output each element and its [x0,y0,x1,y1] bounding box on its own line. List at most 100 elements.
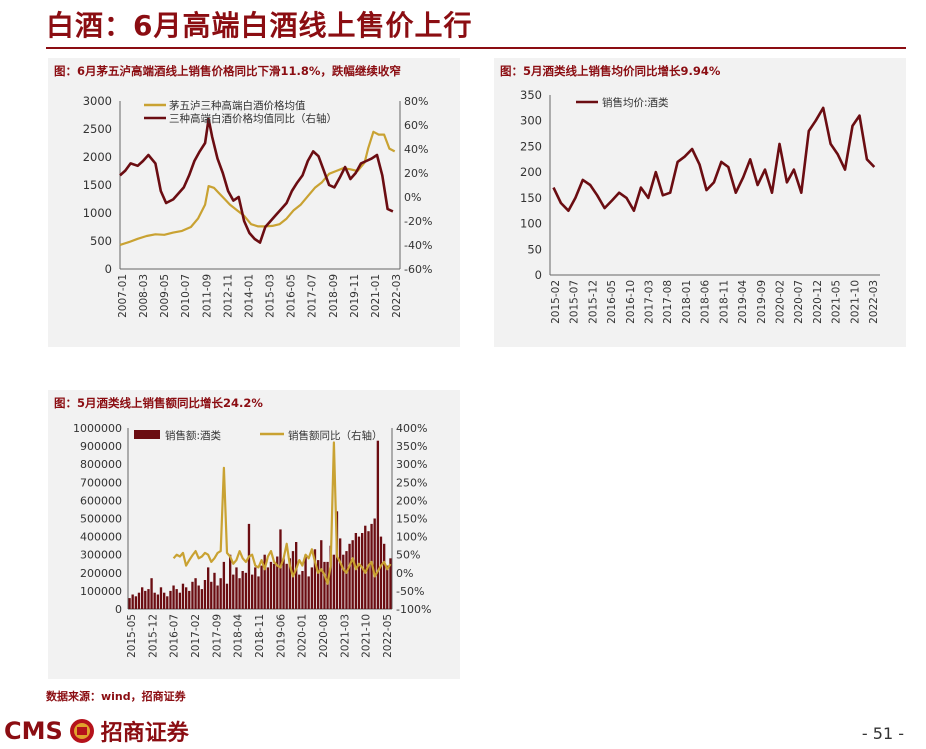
chart-3-right-tick-label: 250% [396,476,427,489]
chart-3-bar [244,572,248,609]
chart-3-bar [276,556,279,609]
chart-3-x-tick-label: 2015-05 [126,614,138,658]
chart-2-x-tick-label: 2021-10 [849,280,861,324]
chart-2-x-tick-label: 2022-03 [868,280,880,324]
chart-3-bar [339,538,342,609]
chart-3-legend-bar-label: 销售额:酒类 [165,429,222,442]
chart-3-bar [345,551,348,609]
chart-3-legend-bar-swatch [134,430,160,439]
chart-3-bar [304,554,307,609]
chart-3-bar [389,558,392,609]
chart-3-bar [216,585,219,609]
chart-2-series-line [552,106,876,212]
chart-3-bar [332,554,336,609]
chart-3-bar [225,583,229,609]
title-divider [46,47,906,49]
chart-3-bar [342,554,345,609]
chart-3-bar [367,531,370,609]
chart-1-x-tick-label: 2011-09 [201,274,213,318]
chart-3-left-tick-label: 600000 [80,494,122,507]
chart-1-x-tick-label: 2016-05 [286,274,298,318]
chart-1-x-tick-label: 2007-01 [117,274,129,318]
chart-3-bar [235,567,238,609]
chart-3-bar [147,589,150,609]
chart-3-bar [348,543,351,609]
chart-3-x-tick-label: 2019-06 [275,614,287,658]
chart-1-x-tick-label: 2018-09 [328,274,340,318]
chart-3-x-tick-label: 2018-11 [254,614,266,658]
chart-2-x-tick-label: 2020-07 [793,280,805,324]
chart-3-bar [156,594,160,609]
chart-3-x-tick-label: 2017-02 [190,614,202,658]
chart-3-bar [141,587,144,609]
chart-1-x-tick-label: 2008-03 [138,274,150,318]
chart-3-bar [210,581,213,609]
chart-1-left-tick-label: 1000 [83,206,112,220]
chart-3-bar [361,533,364,609]
chart-3-x-tick-label: 2016-07 [169,614,181,658]
chart-3-bar [335,511,339,609]
chart-3-x-tick-label: 2021-10 [361,614,373,658]
chart-3-x-tick-label: 2018-04 [233,614,245,658]
chart-3-bar [232,574,235,609]
chart-3-bar [257,576,260,609]
chart-3-bar [254,567,257,609]
chart-1-right-tick-label: 80% [404,95,428,108]
chart-3-x-tick-label: 2020-08 [318,614,330,658]
chart-3-bar [194,578,197,609]
page-number: - 51 - [861,724,904,743]
chart-3-bar [282,558,285,609]
chart-3-legend-line-label: 销售额同比（右轴） [288,429,383,442]
chart-3-bar [131,594,134,609]
chart-3-right-tick-label: 150% [396,513,427,526]
chart-panel-1 [48,58,460,347]
chart-3-bar [197,585,200,609]
page-title: 白酒：6月高端白酒线上售价上行 [46,9,473,42]
chart-1-x-tick-label: 2012-11 [222,274,234,318]
chart-3-bar [128,598,131,609]
chart-3-bar [317,560,320,609]
chart-1-x-tick-label: 2014-01 [243,274,255,318]
chart-1-legend-label: 茅五泸三种高端白酒价格均值 [169,99,306,112]
chart-2-x-tick-label: 2016-10 [625,280,637,324]
chart-3-bar [269,561,273,609]
chart-2-y-tick-label: 250 [520,139,542,153]
chart-3-bar [207,567,210,609]
chart-1-x-tick-label: 2009-05 [159,274,171,318]
chart-3-bar [383,543,386,609]
chart-3-bar [273,563,276,610]
chart-3-bar [307,576,310,609]
chart-3-bar [247,523,251,609]
chart-3-bar [260,565,263,609]
chart-2-y-tick-label: 150 [520,191,542,205]
chart-2-x-tick-label: 2018-06 [700,280,712,324]
chart-3-bar [376,440,380,609]
chart-3-bar [172,585,175,609]
chart-3-bar [266,567,270,609]
chart-2-x-tick-label: 2018-11 [718,280,730,324]
chart-2-caption: 图：5月酒类线上销售均价同比增长9.94% [500,64,721,78]
chart-3-bar [200,589,204,609]
chart-3-left-tick-label: 500000 [80,513,122,526]
chart-1-left-tick-label: 2500 [83,122,112,136]
chart-3-bar [323,561,326,609]
chart-3-left-tick-label: 800000 [80,458,122,471]
chart-3-bar [238,578,241,609]
chart-2-y-tick-label: 350 [520,88,542,102]
chart-3-bar [175,589,178,609]
chart-3-bar [291,551,295,609]
chart-1-series-line-2 [119,117,394,244]
chart-2-x-tick-label: 2015-02 [550,280,562,324]
chart-3-right-tick-label: -100% [396,603,431,616]
chart-1-left-tick-label: 500 [90,234,112,248]
chart-3-right-tick-label: 100% [396,531,427,544]
chart-3-bar [153,592,156,609]
chart-1-left-tick-label: 1500 [83,178,112,192]
chart-1-x-tick-label: 2021-01 [370,274,382,318]
chart-3-bar [166,596,169,609]
chart-3-bar [301,571,304,609]
chart-3-bar [298,574,301,609]
chart-3-right-tick-label: 400% [396,422,427,435]
chart-3-bar [320,540,323,609]
chart-3-right-tick-label: 0% [396,567,413,580]
